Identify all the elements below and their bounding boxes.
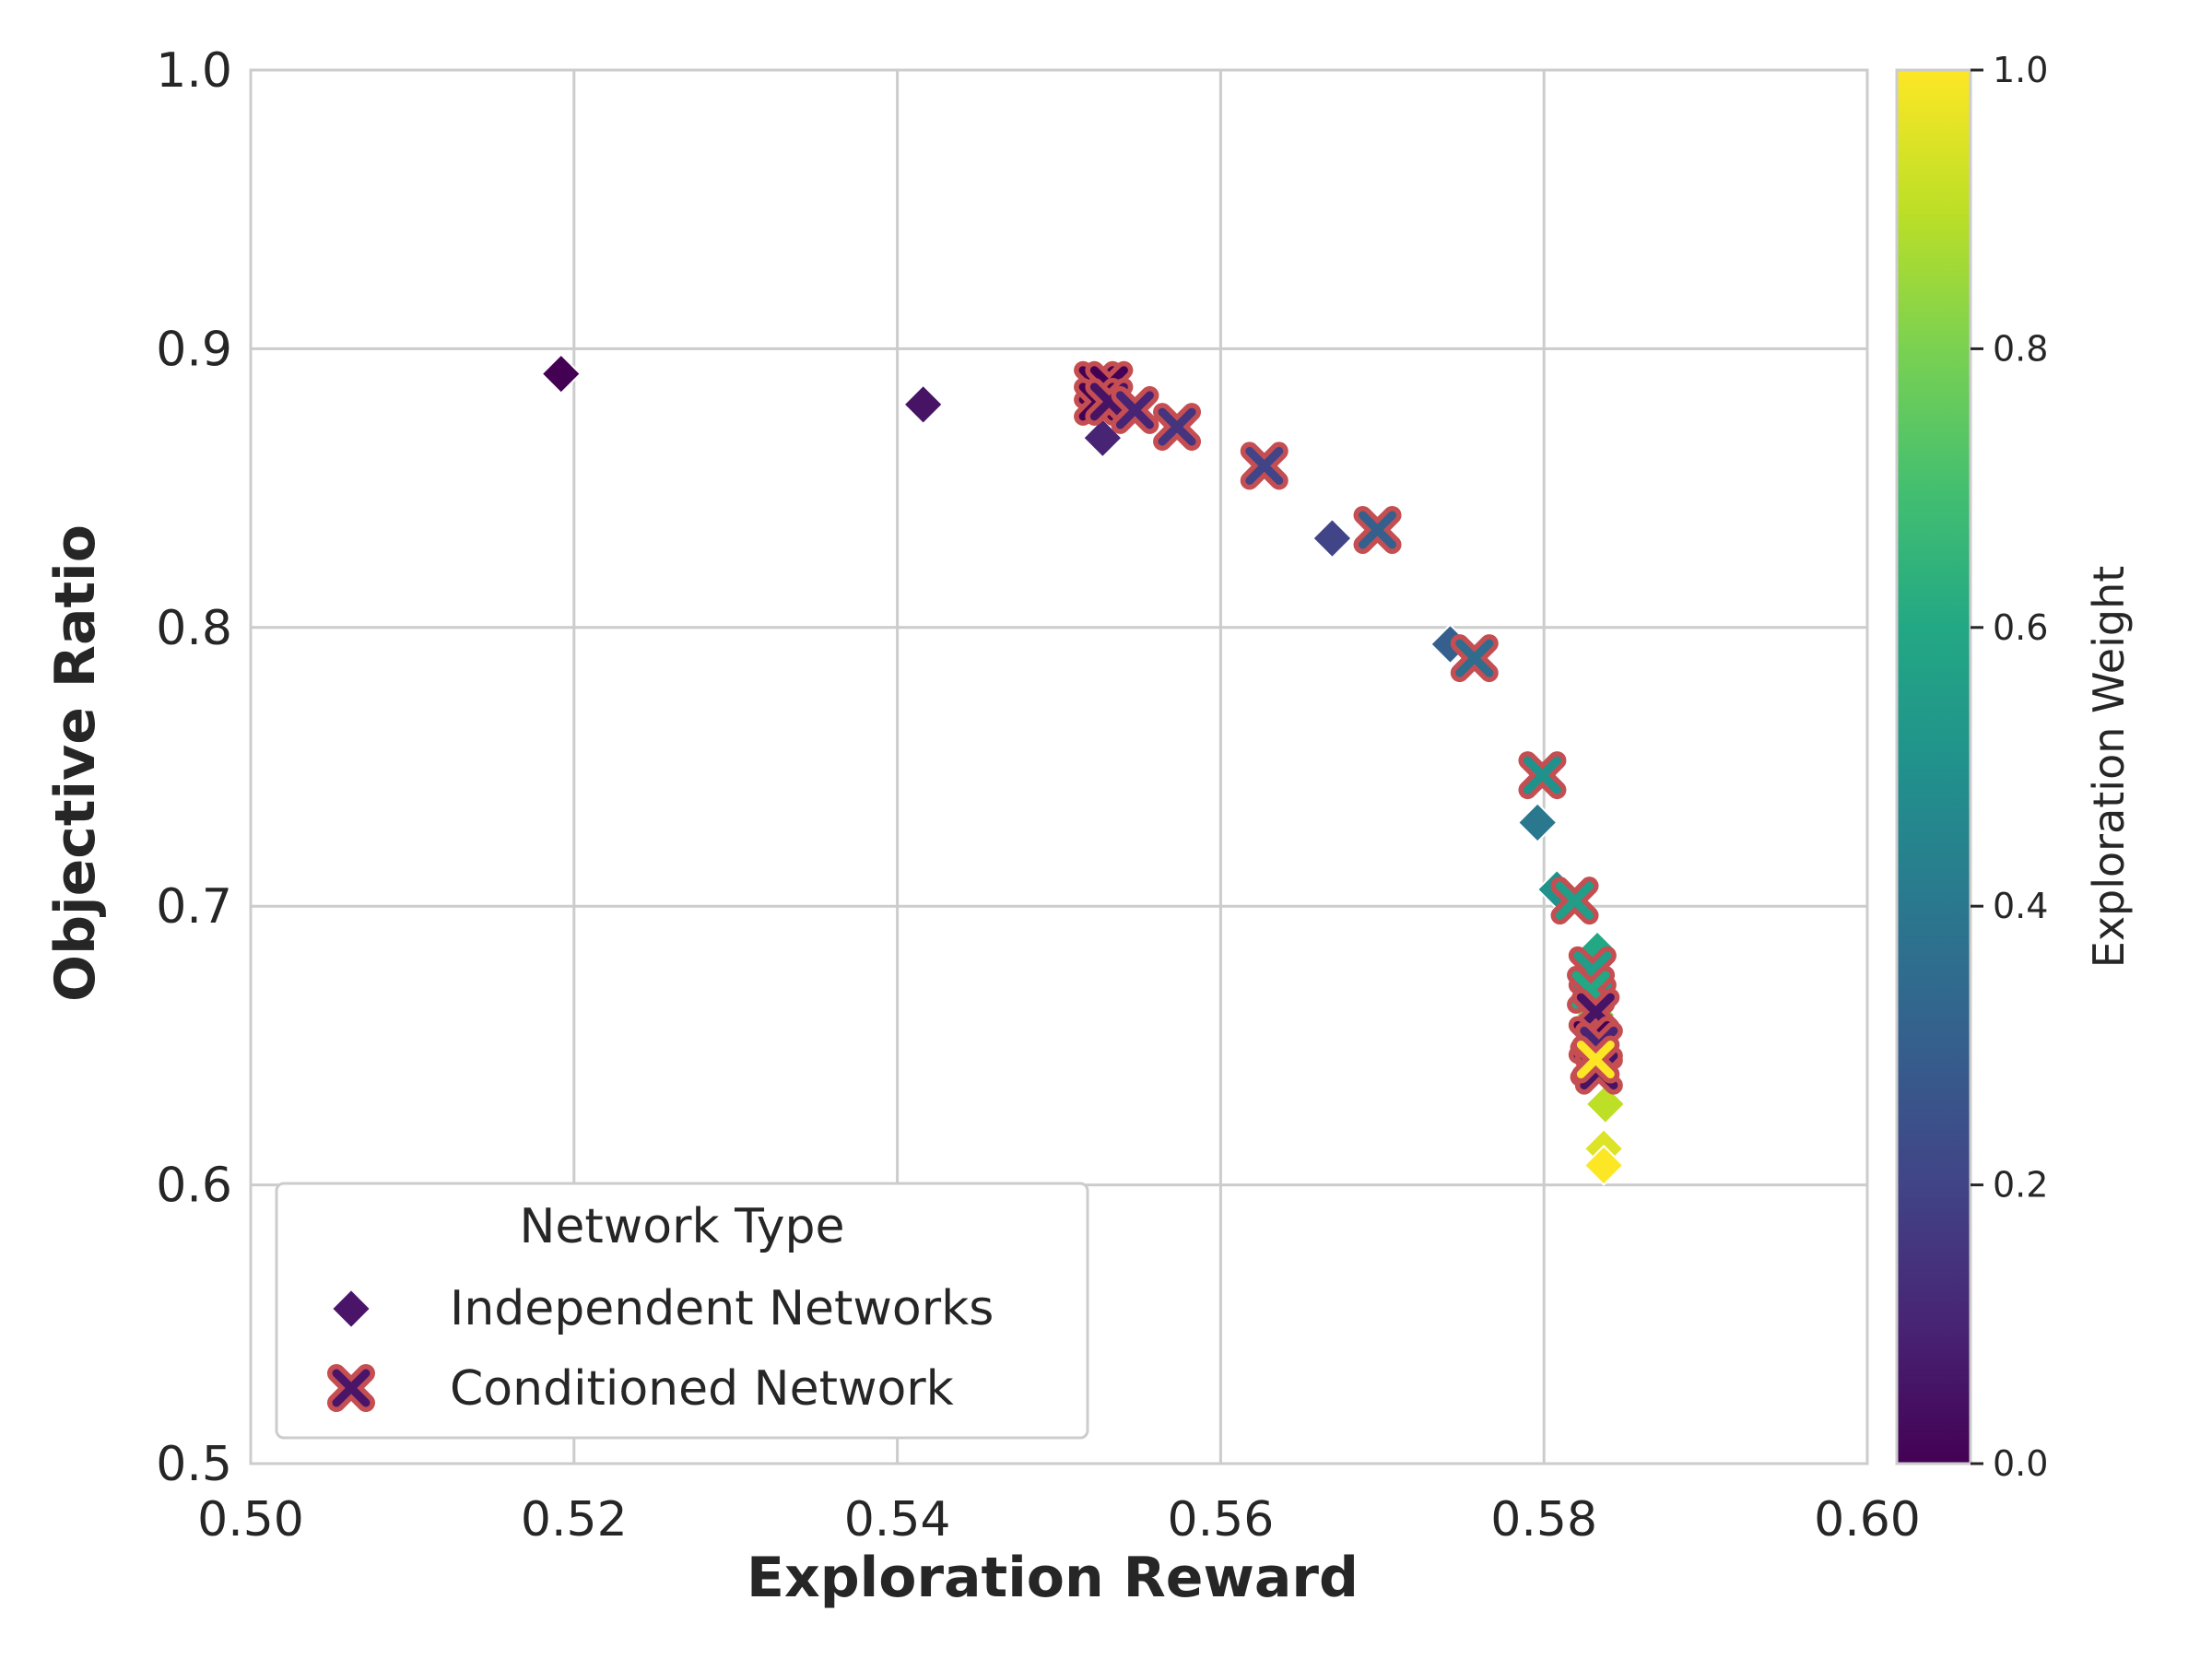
legend-diamond-symbol bbox=[330, 1288, 372, 1330]
x-tick-label: 0.52 bbox=[521, 1492, 628, 1547]
y-tick-label: 0.7 bbox=[156, 879, 232, 935]
y-tick-label: 1.0 bbox=[156, 43, 232, 99]
colorbar-tick-label: 0.0 bbox=[1993, 1443, 2048, 1484]
independent-network-point bbox=[1516, 802, 1559, 843]
independent-network-point bbox=[540, 353, 582, 395]
colorbar-title: Exploration Weight bbox=[2084, 566, 2134, 969]
colorbar: 0.0 0.2 0.4 0.6 0.8 1.0 Exploration Weight bbox=[1895, 50, 2134, 1484]
y-axis-ticks: 0.5 0.6 0.7 0.8 0.9 1.0 bbox=[156, 43, 232, 1492]
independent-network-point bbox=[902, 383, 945, 426]
legend-box bbox=[275, 1182, 1089, 1440]
data-points bbox=[540, 353, 1627, 1186]
colorbar-tick-label: 0.6 bbox=[1993, 607, 2048, 648]
legend-title: Network Type bbox=[519, 1199, 844, 1254]
x-tick-label: 0.58 bbox=[1490, 1492, 1597, 1547]
legend: Network Type Independent Networks Condit… bbox=[275, 1182, 1089, 1440]
conditioned-network-point bbox=[1111, 385, 1159, 434]
y-tick-label: 0.5 bbox=[156, 1437, 232, 1492]
x-tick-label: 0.54 bbox=[844, 1492, 951, 1547]
y-tick-label: 0.8 bbox=[156, 601, 232, 656]
plot-frame bbox=[249, 68, 1869, 1465]
conditioned-network-point bbox=[1450, 634, 1499, 683]
conditioned-network-point bbox=[1518, 751, 1567, 800]
legend-label-conditioned: Conditioned Network bbox=[450, 1361, 954, 1417]
y-tick-label: 0.9 bbox=[156, 322, 232, 377]
colorbar-gradient bbox=[1895, 68, 1972, 1465]
independent-network-point bbox=[1583, 1145, 1625, 1186]
x-tick-label: 0.56 bbox=[1168, 1492, 1275, 1547]
legend-label-independent: Independent Networks bbox=[450, 1281, 994, 1336]
conditioned-network-point bbox=[1240, 441, 1288, 490]
y-axis-title: Objective Ratio bbox=[43, 524, 108, 1002]
legend-x-marker bbox=[327, 1364, 375, 1412]
independent-network-point bbox=[1312, 517, 1353, 559]
x-tick-label: 0.50 bbox=[197, 1492, 304, 1547]
x-tick-label: 0.60 bbox=[1814, 1492, 1921, 1547]
y-tick-label: 0.6 bbox=[156, 1159, 232, 1214]
conditioned-network-point bbox=[1153, 403, 1202, 452]
colorbar-tick-label: 0.2 bbox=[1993, 1165, 2048, 1206]
x-axis-ticks: 0.50 0.52 0.54 0.56 0.58 0.60 bbox=[197, 1492, 1921, 1547]
x-axis-title: Exploration Reward bbox=[747, 1546, 1359, 1610]
conditioned-network-point bbox=[1571, 1035, 1620, 1084]
legend-x-symbol bbox=[327, 1364, 375, 1412]
legend-diamond-marker bbox=[330, 1288, 372, 1330]
independent-network-point bbox=[1584, 1083, 1627, 1125]
colorbar-tick-label: 1.0 bbox=[1993, 50, 2048, 90]
colorbar-ticks: 0.0 0.2 0.4 0.6 0.8 1.0 bbox=[1971, 50, 2048, 1484]
colorbar-tick-label: 0.4 bbox=[1993, 886, 2048, 926]
conditioned-network-point bbox=[1550, 877, 1599, 925]
conditioned-network-point bbox=[1353, 505, 1402, 554]
colorbar-tick-label: 0.8 bbox=[1993, 328, 2048, 369]
